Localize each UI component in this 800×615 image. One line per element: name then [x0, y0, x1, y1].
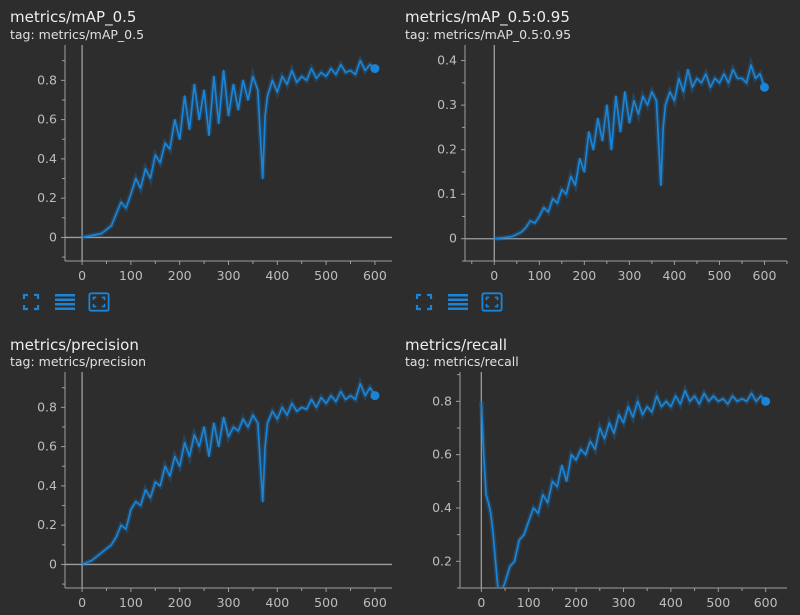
x-tick-label: 200 — [564, 595, 588, 610]
x-tick-label: 500 — [314, 268, 338, 283]
fullscreen-icon[interactable] — [88, 291, 110, 313]
x-tick-label: 600 — [363, 595, 387, 610]
y-tick-label: 0.8 — [432, 393, 452, 408]
chart-tag: tag: metrics/mAP_0.5 — [10, 27, 145, 42]
x-tick-label: 0 — [78, 268, 86, 283]
x-tick-label: 300 — [612, 595, 636, 610]
x-tick-label: 400 — [659, 595, 683, 610]
x-tick-label: 200 — [168, 595, 192, 610]
x-tick-label: 100 — [119, 595, 143, 610]
y-tick-label: 0 — [49, 556, 57, 571]
y-tick-label: 0 — [449, 231, 457, 246]
y-tick-label: 0.4 — [37, 151, 57, 166]
x-tick-label: 500 — [314, 595, 338, 610]
x-tick-label: 600 — [363, 268, 387, 283]
y-tick-label: 0.6 — [432, 447, 452, 462]
x-tick-label: 100 — [517, 595, 541, 610]
chart-tag: tag: metrics/recall — [405, 354, 519, 369]
fullscreen-icon[interactable] — [481, 291, 503, 313]
x-tick-label: 200 — [168, 268, 192, 283]
x-tick-label: 400 — [265, 595, 289, 610]
y-tick-label: 0.2 — [432, 553, 452, 568]
x-tick-label: 100 — [119, 268, 143, 283]
chart-plot[interactable]: 0 0.2 0.4 0.6 0.8 0 100 200 300 400 500 600 — [0, 43, 395, 288]
y-tick-label: 0.1 — [437, 186, 457, 201]
x-tick-label: 500 — [708, 268, 732, 283]
x-tick-label: 300 — [217, 595, 241, 610]
fit-to-data-icon[interactable] — [20, 291, 42, 313]
last-point-marker[interactable] — [759, 82, 769, 92]
x-tick-label: 300 — [217, 268, 241, 283]
chart-panel-map50-95: metrics/mAP_0.5:0.95 tag: metrics/mAP_0.… — [395, 0, 790, 315]
chart-title: metrics/precision — [10, 336, 139, 354]
series-smoothing-band — [81, 54, 377, 240]
x-tick-label: 100 — [527, 268, 551, 283]
chart-title: metrics/mAP_0.5:0.95 — [405, 8, 570, 26]
y-tick-label: 0.2 — [437, 142, 457, 157]
y-tick-label: 0.8 — [37, 399, 57, 414]
series-smoothing-band — [81, 376, 378, 567]
toggle-y-log-icon[interactable] — [447, 291, 469, 313]
y-tick-label: 0 — [49, 229, 57, 244]
x-tick-label: 0 — [78, 595, 86, 610]
x-tick-label: 400 — [662, 268, 686, 283]
series-line[interactable] — [81, 382, 376, 566]
chart-panel-precision: metrics/precision tag: metrics/precision… — [0, 330, 395, 615]
x-tick-label: 200 — [572, 268, 596, 283]
chart-plot[interactable]: 0 0.1 0.2 0.3 0.4 0 100 200 300 400 500 600 — [395, 43, 790, 288]
chart-toolbar — [20, 290, 110, 314]
chart-title: metrics/mAP_0.5 — [10, 8, 137, 26]
toggle-y-log-icon[interactable] — [54, 291, 76, 313]
x-tick-label: 400 — [265, 268, 289, 283]
chart-plot[interactable]: 0 0.2 0.4 0.6 0.8 0 100 200 300 400 500 600 — [0, 370, 395, 615]
fit-to-data-icon[interactable] — [413, 291, 435, 313]
y-tick-label: 0.6 — [37, 112, 57, 127]
y-tick-label: 0.4 — [437, 53, 457, 68]
y-tick-label: 0.4 — [432, 500, 452, 515]
y-tick-label: 0.3 — [437, 97, 457, 112]
x-tick-label: 600 — [753, 268, 777, 283]
chart-title: metrics/recall — [405, 336, 508, 354]
chart-toolbar — [413, 290, 503, 314]
chart-plot[interactable]: 0.2 0.4 0.6 0.8 0 100 200 300 400 500 600 — [395, 370, 790, 615]
chart-tag: tag: metrics/precision — [10, 354, 147, 369]
last-point-marker[interactable] — [370, 64, 380, 74]
x-tick-label: 300 — [617, 268, 641, 283]
chart-tag: tag: metrics/mAP_0.5:0.95 — [405, 27, 572, 42]
series-line[interactable] — [480, 389, 767, 588]
x-tick-label: 0 — [490, 268, 498, 283]
x-tick-label: 600 — [754, 595, 778, 610]
x-tick-label: 0 — [477, 595, 485, 610]
y-tick-label: 0.2 — [37, 517, 57, 532]
y-tick-label: 0.2 — [37, 190, 57, 205]
y-tick-label: 0.6 — [37, 439, 57, 454]
last-point-marker[interactable] — [370, 391, 380, 401]
y-tick-label: 0.8 — [37, 72, 57, 87]
series-line[interactable] — [81, 59, 376, 239]
chart-panel-map50: metrics/mAP_0.5 tag: metrics/mAP_0.5 0 0.… — [0, 0, 395, 315]
series-smoothing-band — [494, 56, 767, 242]
series-line[interactable] — [494, 64, 766, 240]
chart-panel-recall: metrics/recall tag: metrics/recall 0.2 0.… — [395, 330, 790, 615]
x-tick-label: 500 — [706, 595, 730, 610]
y-tick-label: 0.4 — [37, 478, 57, 493]
last-point-marker[interactable] — [761, 396, 771, 406]
